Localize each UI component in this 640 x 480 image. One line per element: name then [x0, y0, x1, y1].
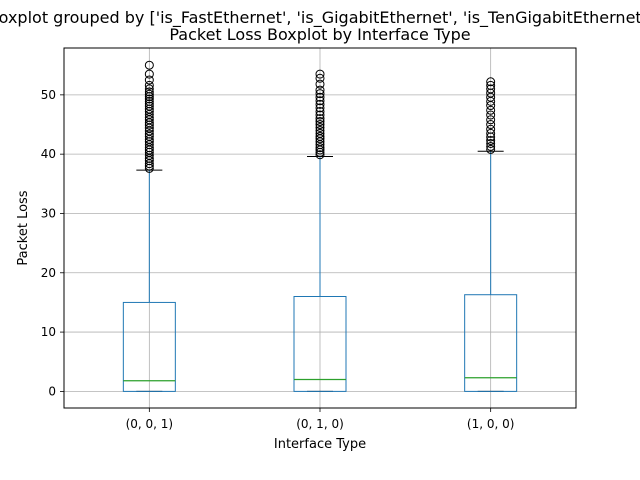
x-tick-label: (0, 0, 1) [126, 417, 174, 431]
outlier-point [315, 122, 325, 132]
box-group [293, 69, 347, 392]
outlier-point [144, 89, 154, 99]
outlier-point [315, 99, 325, 109]
outlier-point [144, 84, 154, 94]
outlier-point [486, 115, 496, 125]
outlier-point [486, 77, 496, 87]
outlier-point [315, 110, 325, 120]
outlier-point [486, 80, 496, 90]
outlier-point [315, 73, 325, 83]
outlier-point [486, 124, 496, 134]
outlier-point [144, 60, 154, 70]
y-tick-label: 30 [41, 206, 56, 220]
x-tick-label: (1, 0, 0) [467, 417, 515, 431]
chart-suptitle: Boxplot grouped by ['is_FastEthernet', '… [0, 8, 640, 28]
outlier-point [486, 120, 496, 130]
iqr-box [293, 296, 347, 392]
y-tick-label: 50 [41, 88, 56, 102]
iqr-box [464, 294, 518, 392]
outlier-point [315, 143, 325, 153]
outlier-point [144, 96, 154, 106]
outlier-point [144, 101, 154, 111]
outlier-point [315, 125, 325, 135]
outlier-point [486, 144, 496, 154]
outlier-point [486, 141, 496, 151]
outlier-point [144, 80, 154, 90]
outlier-point [315, 79, 325, 89]
outlier-point [144, 99, 154, 109]
outlier-point [144, 129, 154, 139]
box-group [122, 60, 176, 392]
outlier-point [315, 92, 325, 102]
y-axis-label: Packet Loss [16, 190, 31, 265]
outlier-point [315, 103, 325, 113]
outlier-point [315, 150, 325, 160]
outlier-point [315, 117, 325, 127]
chart-title: Packet Loss Boxplot by Interface Type [169, 25, 470, 44]
outlier-point [315, 114, 325, 124]
outlier-point [144, 75, 154, 85]
outlier-point [144, 69, 154, 79]
x-tick-label: (0, 1, 0) [296, 417, 344, 431]
outlier-point [486, 110, 496, 120]
outlier-point [315, 69, 325, 79]
outlier-point [486, 136, 496, 146]
y-tick-label: 0 [48, 384, 56, 398]
outlier-point [315, 106, 325, 116]
iqr-box [122, 301, 176, 392]
outlier-point [486, 84, 496, 94]
outlier-point [315, 131, 325, 141]
outlier-point [144, 87, 154, 97]
y-tick-label: 20 [41, 266, 56, 280]
outlier-point [486, 138, 496, 148]
box-group [464, 77, 518, 392]
x-axis-ticks: (0, 0, 1) (0, 1, 0) (1, 0, 0) [126, 408, 515, 431]
boxes-layer [122, 60, 518, 392]
outlier-point [486, 128, 496, 138]
outlier-point [486, 105, 496, 115]
outlier-point [315, 96, 325, 106]
outlier-point [315, 89, 325, 99]
y-tick-label: 40 [41, 147, 56, 161]
outlier-point [315, 120, 325, 130]
y-tick-label: 10 [41, 325, 56, 339]
outlier-point [315, 128, 325, 138]
outlier-point [315, 85, 325, 95]
x-axis-label: Interface Type [274, 437, 366, 452]
y-axis-ticks: 0 10 20 30 40 50 [41, 88, 64, 398]
outlier-point [144, 94, 154, 104]
